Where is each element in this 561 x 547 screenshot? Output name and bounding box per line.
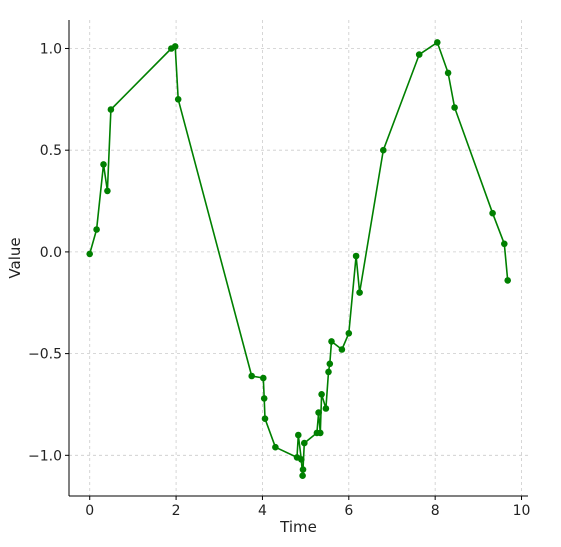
data-point (299, 472, 306, 480)
data-point (315, 409, 322, 416)
data-point (317, 429, 324, 437)
tick-marks-and-labels: 0 2 4 6 8 10 −1.0 −0.5 0.0 0.5 1.0 (28, 41, 530, 519)
data-point (260, 374, 267, 382)
x-tick-label: 2 (172, 503, 181, 519)
data-point (318, 391, 325, 398)
data-point (298, 456, 305, 463)
data-point (171, 43, 179, 50)
data-point (325, 368, 332, 376)
data-point (248, 372, 255, 380)
x-tick-label: 6 (344, 503, 353, 519)
data-point (345, 330, 353, 337)
data-point (93, 226, 100, 233)
series-line (88, 41, 509, 477)
data-point (174, 96, 182, 103)
data-point (272, 443, 279, 451)
x-tick-label: 10 (513, 503, 531, 519)
data-point (295, 431, 302, 439)
data-point (301, 439, 308, 447)
data-point (415, 51, 423, 58)
data-point (444, 69, 452, 77)
data-point (356, 289, 363, 296)
y-tick-label: 1.0 (40, 41, 62, 57)
axes (68, 20, 528, 497)
data-point (434, 39, 441, 46)
data-point (328, 338, 335, 345)
y-tick-label: 0.0 (40, 245, 62, 261)
data-point (352, 252, 360, 260)
x-tick-label: 4 (258, 503, 267, 519)
data-point (380, 146, 387, 154)
y-tick-label: −1.0 (28, 448, 62, 464)
data-point (260, 395, 268, 402)
data-point (261, 415, 269, 423)
data-point (104, 187, 111, 195)
grid-lines (69, 20, 528, 496)
data-point (504, 277, 512, 284)
data-point (100, 161, 107, 168)
data-point (338, 346, 346, 353)
y-tick-label: −0.5 (28, 347, 62, 363)
x-tick-label: 0 (85, 503, 94, 519)
data-point (107, 106, 115, 113)
x-tick-label: 8 (431, 503, 440, 519)
y-axis-title: Value (6, 237, 24, 278)
data-point (501, 240, 508, 248)
data-point (86, 250, 93, 258)
data-point (489, 209, 496, 217)
data-point (451, 104, 458, 111)
data-point (322, 405, 330, 412)
x-axis-title: Time (279, 518, 317, 536)
data-series (86, 39, 512, 480)
y-tick-label: 0.5 (40, 143, 62, 159)
data-point (299, 466, 307, 473)
data-point (326, 360, 334, 368)
